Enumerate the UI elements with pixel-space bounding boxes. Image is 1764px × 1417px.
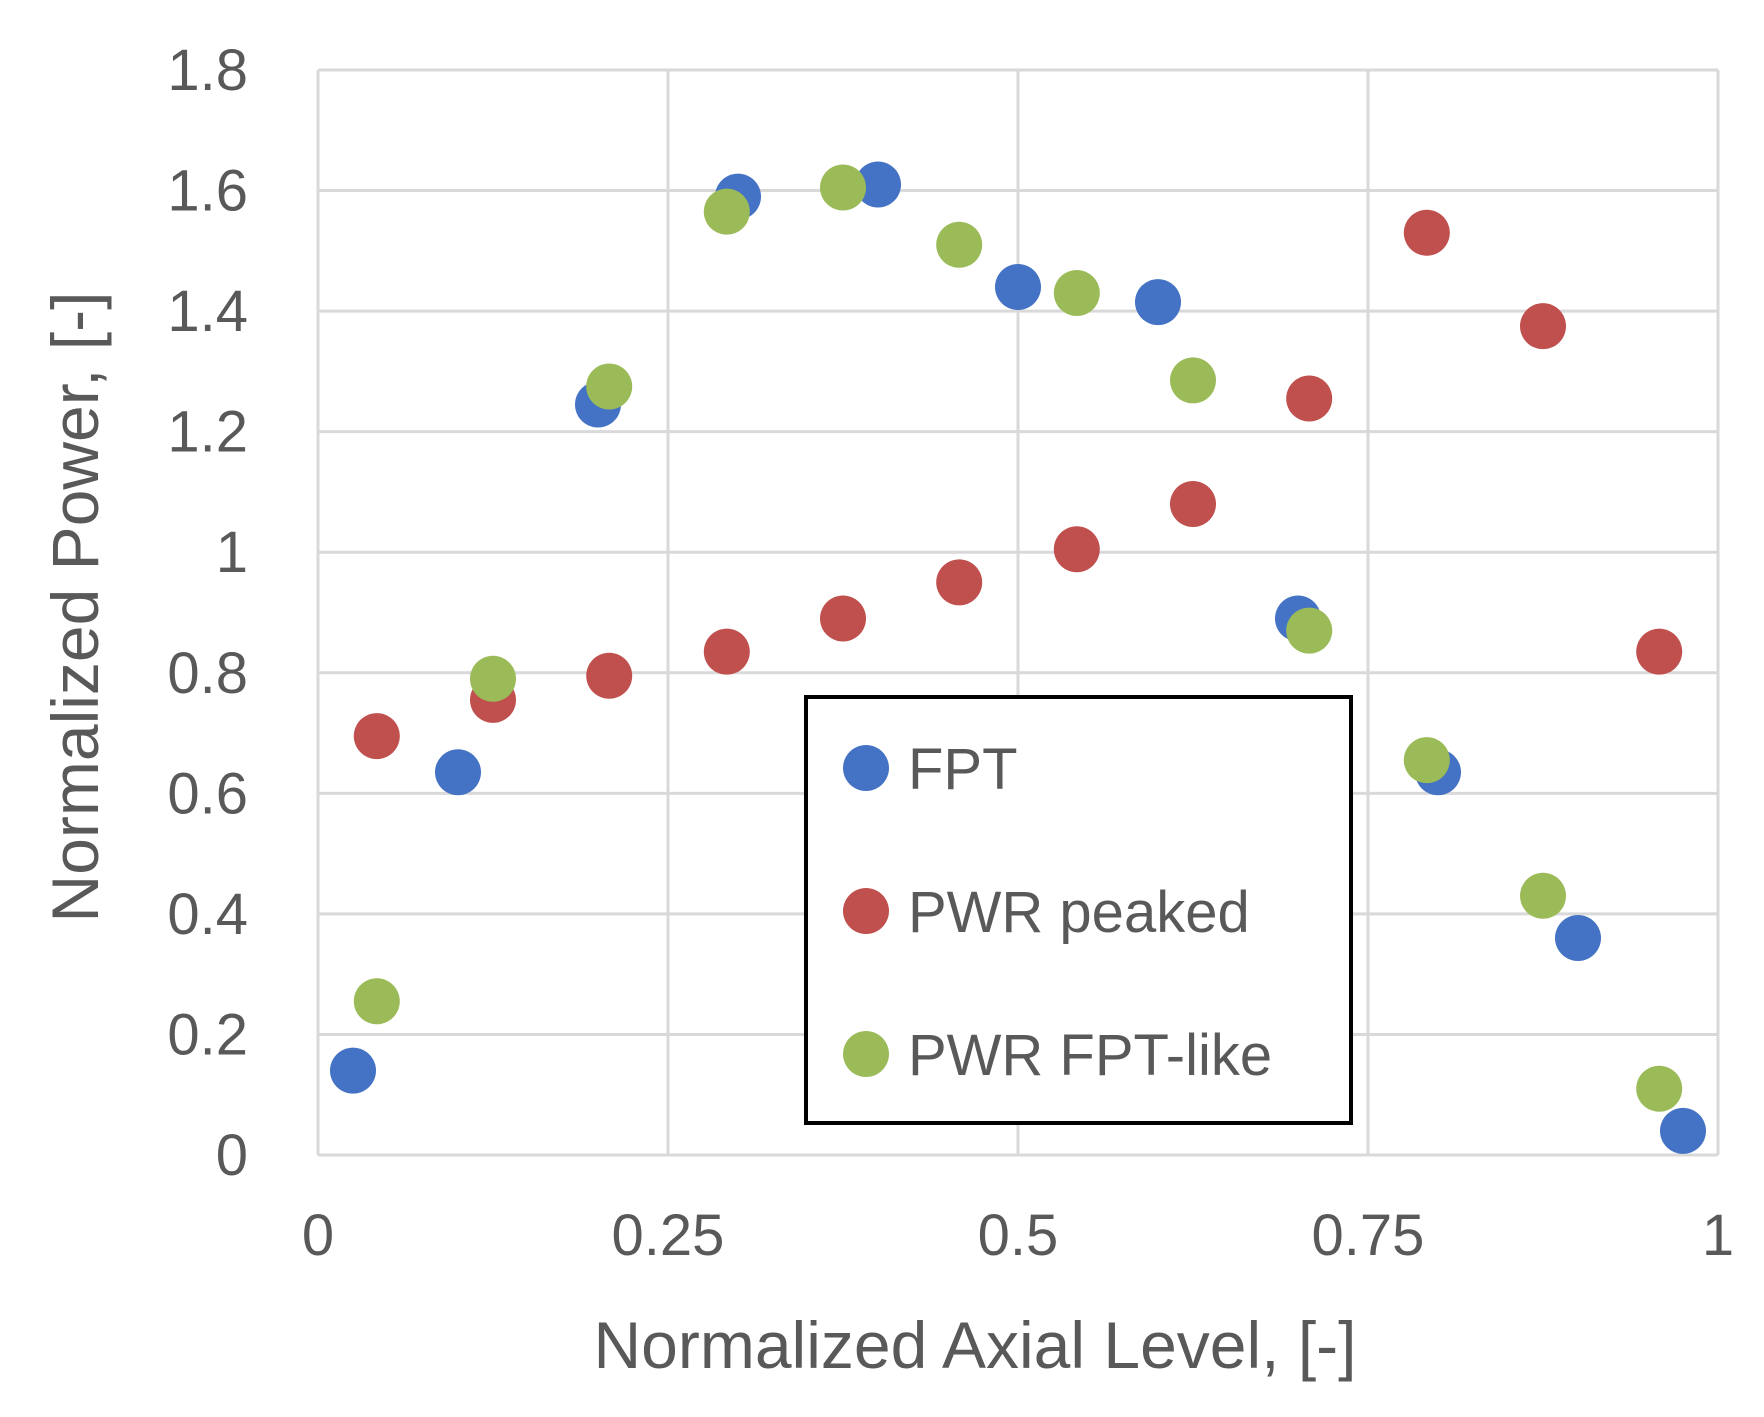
point-fpt	[330, 1047, 376, 1094]
point-pwr-peaked	[1170, 481, 1216, 527]
y-tick-label: 1.6	[167, 159, 248, 224]
y-tick-label: 0.6	[167, 761, 248, 826]
point-pwr-peaked	[936, 559, 983, 606]
point-fpt	[995, 264, 1041, 310]
point-pwr-peaked	[820, 595, 866, 642]
point-pwr-fpt-like	[936, 221, 983, 268]
y-axis-title: Normalized Power, [-]	[38, 292, 112, 923]
legend-marker-pwr-fpt-like	[843, 1031, 889, 1077]
y-tick-label: 1.4	[167, 279, 248, 344]
legend-label-pwr-fpt-like: PWR FPT-like	[908, 1023, 1272, 1088]
point-pwr-fpt-like	[1170, 357, 1216, 404]
point-pwr-fpt-like	[1403, 737, 1450, 784]
x-tick-labels: 0 0.25 0.5 0.75 1	[302, 1203, 1734, 1268]
point-pwr-peaked	[1636, 628, 1683, 675]
point-pwr-peaked	[586, 652, 633, 699]
point-pwr-fpt-like	[1286, 607, 1333, 654]
y-tick-label: 1.8	[167, 38, 248, 103]
legend-item-pwr-fpt-like: PWR FPT-like	[843, 1023, 1272, 1088]
point-pwr-fpt-like	[1636, 1065, 1683, 1112]
point-pwr-fpt-like	[1053, 270, 1100, 317]
point-fpt	[1135, 279, 1181, 326]
y-tick-label: 0	[216, 1123, 248, 1188]
point-pwr-fpt-like	[1520, 872, 1566, 919]
x-tick-label: 0.25	[612, 1203, 725, 1268]
x-tick-label: 1	[1702, 1203, 1734, 1268]
legend-label-pwr-peaked: PWR peaked	[908, 880, 1250, 945]
series-pwr-fpt-like	[353, 164, 1683, 1112]
legend-marker-pwr-peaked	[843, 888, 889, 934]
point-fpt	[1555, 915, 1601, 961]
y-tick-labels: 0 0.2 0.4 0.6 0.8 1 1.2 1.4 1.6 1.8	[167, 38, 248, 1188]
legend: FPT PWR peaked PWR FPT-like	[804, 695, 1353, 1125]
point-pwr-fpt-like	[820, 164, 866, 211]
x-axis-title: Normalized Axial Level, [-]	[594, 1308, 1357, 1382]
y-tick-label: 1.2	[167, 400, 248, 465]
x-tick-label: 0	[302, 1203, 334, 1268]
y-tick-label: 0.2	[167, 1002, 248, 1067]
point-pwr-fpt-like	[353, 978, 400, 1025]
point-fpt	[1660, 1107, 1706, 1154]
point-pwr-peaked	[703, 628, 750, 675]
point-pwr-peaked	[1520, 303, 1566, 350]
point-fpt	[435, 749, 481, 796]
legend-box	[804, 695, 1353, 1125]
point-pwr-peaked	[353, 713, 400, 760]
y-tick-label: 0.8	[167, 641, 248, 706]
y-tick-label: 0.4	[167, 882, 248, 947]
data-points	[330, 161, 1706, 1154]
point-pwr-fpt-like	[470, 655, 516, 702]
legend-marker-fpt	[843, 745, 889, 791]
point-pwr-fpt-like	[703, 188, 750, 235]
legend-item-pwr-peaked: PWR peaked	[843, 880, 1250, 945]
legend-items: FPT PWR peaked PWR FPT-like	[843, 737, 1272, 1088]
y-tick-label: 1	[216, 520, 248, 585]
legend-label-fpt: FPT	[908, 737, 1018, 802]
legend-item-fpt: FPT	[843, 737, 1018, 802]
x-tick-label: 0.5	[978, 1203, 1059, 1268]
point-pwr-peaked	[1286, 375, 1333, 422]
point-pwr-peaked	[1403, 209, 1450, 256]
point-fpt	[855, 161, 901, 208]
point-pwr-peaked	[1053, 526, 1100, 573]
x-tick-label: 0.75	[1312, 1203, 1425, 1268]
point-pwr-fpt-like	[586, 363, 633, 410]
